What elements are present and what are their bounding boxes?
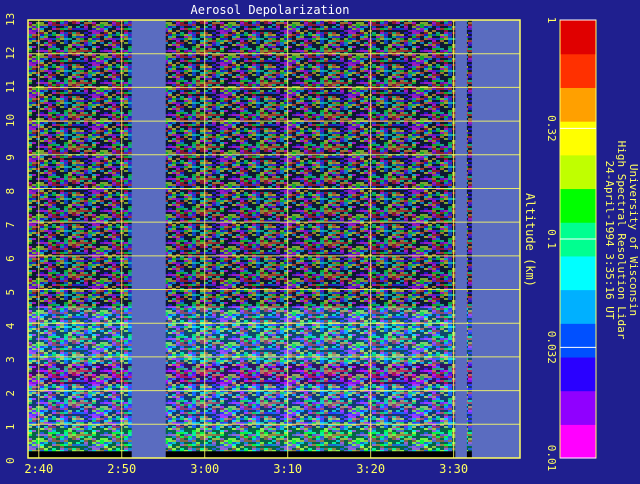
- x-tick-label-5: 3:30: [439, 462, 468, 476]
- colorbar-swatch-1: [560, 390, 596, 425]
- x-tick-label-0: 2:40: [24, 462, 53, 476]
- instrument-annotation: University of Wisconsin High Spectral Re…: [603, 141, 640, 340]
- colorbar-tick-label-3: 0.32: [545, 115, 558, 142]
- y-tick-label-5: 5: [4, 289, 17, 296]
- plot-frame: [27, 19, 521, 459]
- y-tick-label-9: 9: [4, 154, 17, 161]
- colorbar-ticks: 0.01 0.032 0.1 0.32 1: [545, 17, 596, 472]
- colorbar-swatch-4: [560, 289, 596, 324]
- colorbar-swatch-10: [560, 87, 596, 122]
- y-tick-label-1: 1: [4, 424, 17, 431]
- colorbar-swatch-11: [560, 53, 596, 88]
- colorbar-tick-label-0: 0.01: [545, 445, 558, 472]
- y-tick-label-11: 11: [4, 80, 17, 93]
- y-tick-label-10: 10: [4, 114, 17, 127]
- x-tick-label-4: 3:20: [356, 462, 385, 476]
- annotation-timestamp: 24-April-1994 3:35:16 UT: [603, 161, 616, 320]
- colorbar-swatch-7: [560, 188, 596, 223]
- y-tick-label-3: 3: [4, 356, 17, 363]
- y-tick-label-7: 7: [4, 222, 17, 229]
- colorbar-tick-label-2: 0.1: [545, 229, 558, 249]
- plot-area: [27, 19, 521, 459]
- data-gaps: [131, 20, 520, 458]
- colorbar-swatch-12: [560, 20, 596, 55]
- y-tick-label-8: 8: [4, 188, 17, 195]
- y-tick-label-0: 0: [4, 457, 17, 464]
- colorbar-tick-label-4: 1: [545, 17, 558, 24]
- colorbar-swatch-8: [560, 154, 596, 190]
- y-tick-label-4: 4: [4, 322, 17, 329]
- y-tick-label-12: 12: [4, 46, 17, 59]
- colorbar-swatch-9: [560, 121, 596, 156]
- y-tick-label-6: 6: [4, 255, 17, 262]
- colorbar-tick-label-1: 0.032: [545, 331, 558, 364]
- colorbar-swatch-5: [560, 255, 596, 291]
- x-axis: 2:40 2:50 3:00 3:10 3:20 3:30: [24, 462, 468, 476]
- y-axis-label: Altitude (km): [523, 193, 537, 287]
- data-gap-2: [471, 20, 520, 458]
- annotation-institution: University of Wisconsin: [627, 164, 640, 316]
- chart-title: Aerosol Depolarization: [191, 3, 350, 17]
- data-gap-1: [455, 20, 467, 458]
- ground-band: [28, 451, 520, 458]
- x-tick-label-1: 2:50: [107, 462, 136, 476]
- x-tick-label-2: 3:00: [190, 462, 219, 476]
- data-gap-0: [131, 20, 166, 458]
- y-tick-label-13: 13: [4, 13, 17, 26]
- x-tick-label-3: 3:10: [273, 462, 302, 476]
- colorbar-swatch-3: [560, 323, 596, 358]
- annotation-instrument: High Spectral Resolution Lidar: [615, 141, 628, 340]
- noise-texture: [28, 20, 520, 452]
- colorbar: 0.01 0.032 0.1 0.32 1: [545, 17, 597, 472]
- y-tick-label-2: 2: [4, 390, 17, 397]
- colorbar-swatch-2: [560, 356, 596, 392]
- colorbar-swatch-0: [560, 424, 596, 459]
